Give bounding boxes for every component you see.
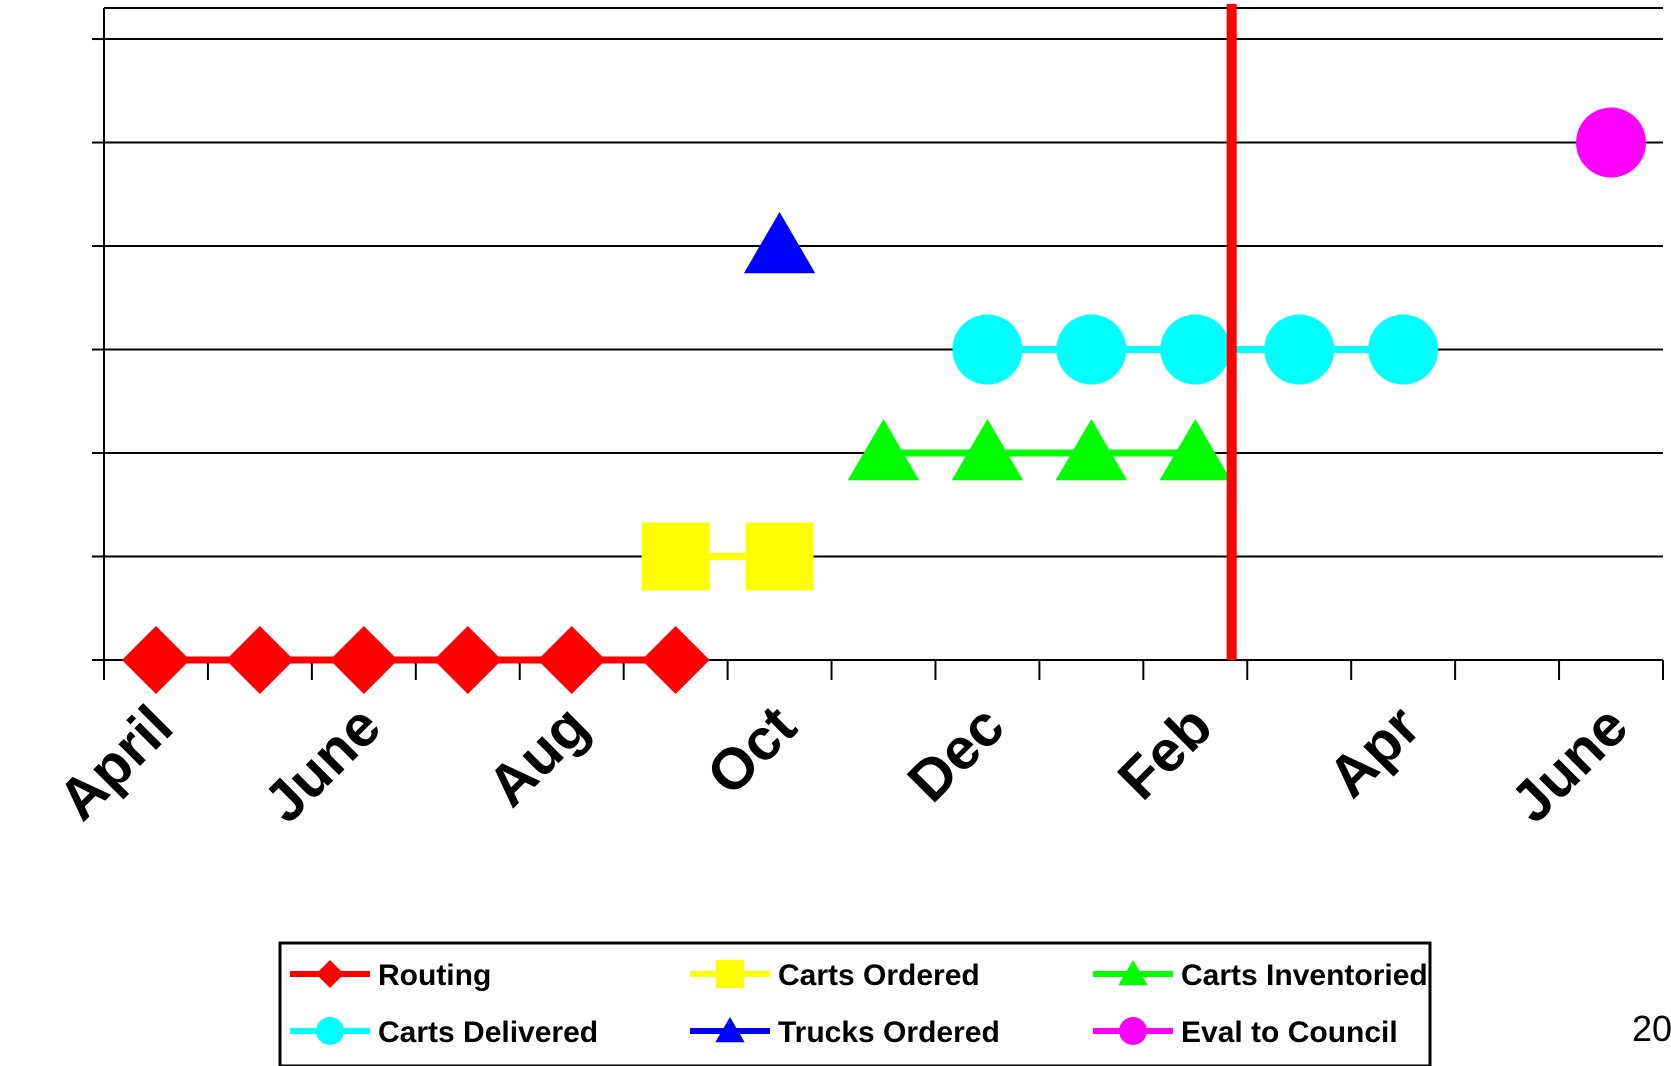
legend: Routing Carts Ordered Carts Inventoried Car… — [278, 941, 1432, 1066]
x-tick-label: Oct — [694, 693, 808, 807]
legend-label: Carts Ordered — [778, 959, 980, 992]
series-group — [121, 107, 1647, 694]
series-routing — [121, 626, 710, 694]
legend-label: Trucks Ordered — [778, 1016, 1000, 1049]
data-point — [716, 960, 744, 988]
x-tick-label: June — [251, 693, 393, 835]
data-point — [641, 626, 710, 694]
data-point — [951, 419, 1024, 481]
legend-item: Trucks Ordered — [690, 1016, 1000, 1049]
data-point — [1160, 314, 1231, 385]
legend-label: Eval to Council — [1181, 1016, 1398, 1049]
series-carts-ordered — [641, 522, 814, 591]
legend-item: Carts Inventoried — [1093, 959, 1428, 992]
x-axis-ticks — [103, 660, 1664, 680]
data-point — [316, 960, 344, 988]
legend-item: Carts Delivered — [290, 1016, 598, 1049]
series-trucks-ordered — [743, 212, 816, 274]
data-point — [641, 522, 710, 591]
data-point — [433, 626, 502, 694]
x-axis-labels: April June Aug Oct Dec Feb Apr June — [46, 693, 1640, 835]
data-point — [1056, 314, 1127, 385]
x-tick-label: Feb — [1106, 693, 1225, 812]
data-point — [1055, 419, 1128, 481]
data-point — [1576, 107, 1647, 178]
data-point — [225, 626, 294, 694]
data-point — [1264, 314, 1335, 385]
series-carts-inventoried — [847, 419, 1231, 481]
legend-label: Routing — [378, 959, 491, 992]
x-tick-label: Dec — [895, 693, 1016, 814]
data-point — [537, 626, 606, 694]
x-tick-label: Apr — [1316, 693, 1433, 810]
legend-item: Carts Ordered — [690, 959, 980, 992]
x-tick-label: June — [1499, 693, 1641, 835]
legend-label: Carts Delivered — [378, 1016, 598, 1049]
x-tick-label: Aug — [475, 693, 601, 819]
data-point — [952, 314, 1023, 385]
legend-item: Eval to Council — [1093, 1016, 1398, 1049]
data-point — [743, 212, 816, 274]
data-point — [329, 626, 398, 694]
legend-box — [278, 941, 1432, 1066]
series-eval-to-council — [1576, 107, 1647, 178]
legend-label: Carts Inventoried — [1181, 959, 1428, 992]
data-point — [316, 1017, 344, 1045]
data-point — [715, 1017, 745, 1043]
data-point — [745, 522, 814, 591]
data-point — [847, 419, 920, 481]
data-point — [1368, 314, 1439, 385]
page-number: 20 — [1632, 1008, 1671, 1049]
data-point — [121, 626, 190, 694]
x-tick-label: April — [46, 693, 185, 832]
data-point — [1118, 960, 1148, 986]
gridlines — [104, 7, 1663, 558]
data-point — [1159, 419, 1231, 481]
data-point — [1119, 1017, 1147, 1045]
legend-item: Routing — [290, 959, 491, 992]
series-carts-delivered — [952, 314, 1439, 385]
